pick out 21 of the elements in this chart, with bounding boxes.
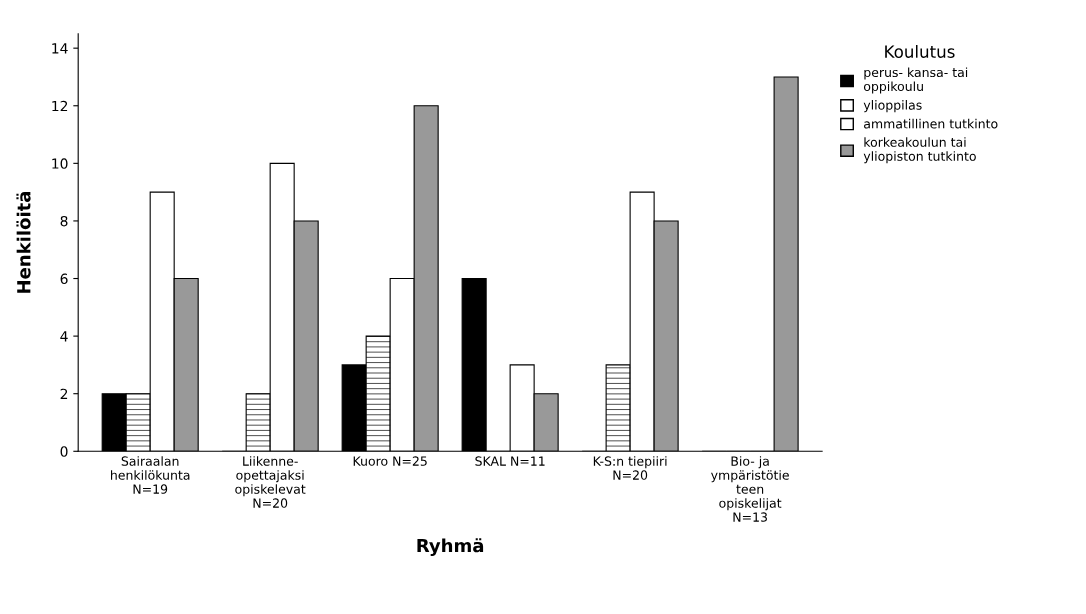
y-tick-label: 10: [52, 158, 68, 169]
x-tick-label: SKAL N=11: [475, 456, 545, 466]
y-tick-label: 12: [52, 100, 68, 112]
legend-title: Koulutus: [885, 45, 955, 58]
y-tick-label: 6: [60, 273, 68, 284]
legend-label: korkeakoulun tai yliopiston tutkinto: [863, 137, 976, 164]
x-tick-label: Kuoro N=25: [353, 456, 427, 466]
y-tick-label: 0: [60, 446, 68, 457]
y-axis-title: Henkilöitä: [16, 191, 31, 293]
y-tick-label: 8: [60, 215, 68, 227]
x-tick-label: Bio- ja ympäristötie teen opiskelijat N=13: [711, 456, 789, 522]
y-tick-label: 4: [60, 331, 68, 342]
x-tick-label: Sairaalan henkilökunta N=19: [111, 456, 190, 494]
legend-label: ammatillinen tutkinto: [864, 118, 998, 129]
legend-label: ylioppilas: [863, 100, 922, 113]
x-tick-label: K-S:n tiepiiri N=20: [593, 456, 667, 480]
x-axis-title: Ryhmä: [417, 538, 484, 556]
legend-label: perus- kansa- tai oppikoulu: [863, 67, 968, 94]
x-tick-label: Liikenne- opettajaksi opiskelevat N=20: [235, 456, 306, 508]
y-tick-label: 14: [52, 43, 68, 54]
y-tick-label: 2: [60, 388, 68, 399]
